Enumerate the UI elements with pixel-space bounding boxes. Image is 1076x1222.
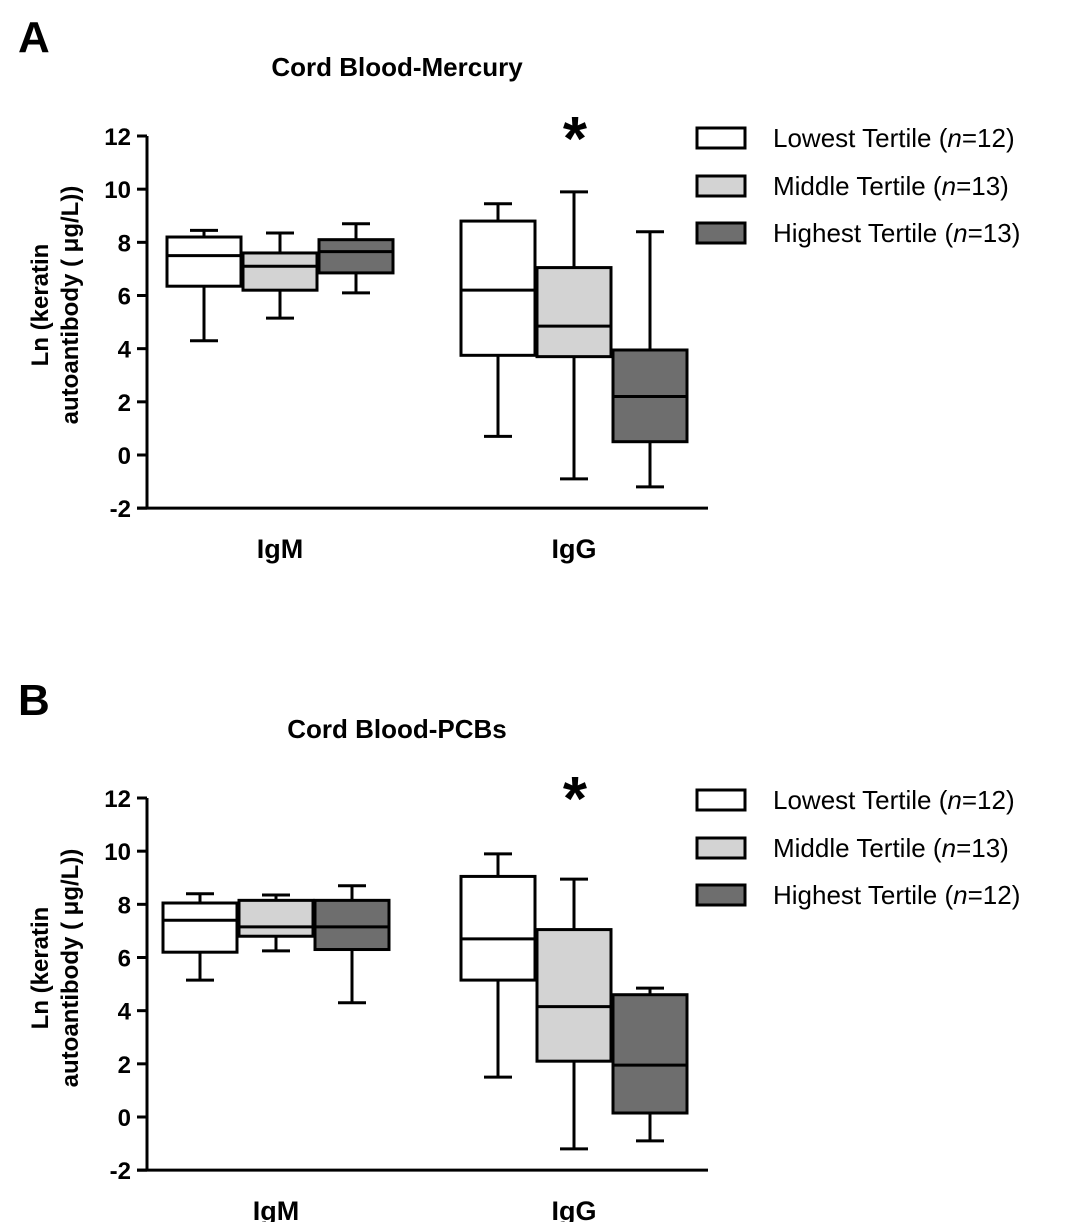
y-tick-label: 2 — [118, 1052, 131, 1079]
legend-label-n: n — [947, 123, 961, 153]
legend-item-lowest: Lowest Tertile (n=12) — [695, 123, 1015, 153]
category-label-IgG: IgG — [552, 1196, 597, 1222]
legend-label: Lowest Tertile (n=12) — [773, 123, 1015, 153]
legend-label-suffix: =13) — [956, 833, 1009, 863]
y-axis-label-line2: autoantibody ( μg/L)) — [57, 849, 84, 1088]
box-iqr — [237, 898, 315, 938]
legend-label: Highest Tertile (n=12) — [773, 880, 1020, 910]
legend-swatch — [695, 836, 747, 860]
y-tick-label: 10 — [104, 839, 131, 866]
y-tick-label: 0 — [118, 443, 131, 470]
y-tick-label: 4 — [118, 337, 132, 364]
y-tick-label: -2 — [110, 496, 131, 523]
box-lowest-IgG — [459, 202, 537, 438]
box-iqr — [317, 238, 395, 275]
legend-item-highest: Highest Tertile (n=12) — [695, 880, 1020, 910]
box-iqr — [535, 928, 613, 1063]
chart-title: Cord Blood-PCBs — [287, 714, 507, 744]
y-tick-label: 12 — [104, 786, 131, 813]
legend-label-n: n — [942, 171, 956, 201]
legend-label-suffix: =13) — [956, 171, 1009, 201]
significance-marker: * — [563, 765, 588, 834]
y-axis-label-line2: autoantibody ( μg/L)) — [57, 186, 84, 425]
box-lowest-IgM — [165, 228, 243, 343]
legend-swatch — [695, 126, 747, 150]
y-tick-label: -2 — [110, 1158, 131, 1185]
box-iqr — [165, 235, 243, 288]
legend-label-n: n — [953, 218, 967, 248]
y-tick-label: 6 — [118, 284, 131, 311]
category-label-IgM: IgM — [253, 1196, 300, 1222]
y-tick-label: 6 — [118, 946, 131, 973]
legend-label-prefix: Highest Tertile ( — [773, 880, 953, 910]
box-highest-IgG — [611, 986, 689, 1143]
y-tick-label: 4 — [118, 999, 132, 1026]
legend-label-n: n — [947, 785, 961, 815]
panel-label: B — [18, 676, 50, 725]
category-label-IgG: IgG — [552, 534, 597, 564]
legend-label-prefix: Lowest Tertile ( — [773, 785, 948, 815]
legend-item-highest: Highest Tertile (n=13) — [695, 218, 1020, 248]
legend-swatch — [695, 883, 747, 907]
box-lowest-IgG — [459, 852, 537, 1079]
legend-label-prefix: Lowest Tertile ( — [773, 123, 948, 153]
legend-item-lowest: Lowest Tertile (n=12) — [695, 785, 1015, 815]
y-tick-label: 8 — [118, 892, 131, 919]
legend-label-suffix: =12) — [962, 123, 1015, 153]
significance-marker: * — [563, 105, 588, 174]
box-iqr — [313, 898, 391, 952]
y-tick-label: 8 — [118, 230, 131, 257]
box-middle-IgM — [241, 231, 319, 320]
legend-label: Highest Tertile (n=13) — [773, 218, 1020, 248]
legend-item-middle: Middle Tertile (n=13) — [695, 833, 1009, 863]
y-axis-label-line1: Ln (keratin — [27, 907, 54, 1030]
legend-label-prefix: Middle Tertile ( — [773, 833, 942, 863]
legend-label: Middle Tertile (n=13) — [773, 171, 1009, 201]
box-iqr — [459, 874, 537, 982]
legend-label-suffix: =13) — [968, 218, 1021, 248]
box-lowest-IgM — [161, 892, 239, 982]
box-middle-IgG — [535, 190, 613, 481]
legend-item-middle: Middle Tertile (n=13) — [695, 171, 1009, 201]
box-middle-IgM — [237, 893, 315, 953]
legend-label-suffix: =12) — [962, 785, 1015, 815]
legend-label-prefix: Middle Tertile ( — [773, 171, 942, 201]
box-iqr — [535, 266, 613, 359]
panel-label: A — [18, 13, 50, 62]
panel-B: B Cord Blood-PCBs -2 0 2 4 6 8 10 12 Ln (keratin au… — [18, 676, 1020, 1222]
legend-label-suffix: =12) — [968, 880, 1021, 910]
legend-swatch — [695, 174, 747, 198]
box-iqr — [459, 219, 537, 357]
box-middle-IgG — [535, 877, 613, 1151]
panel-A: A Cord Blood-Mercury -2 0 2 4 6 8 10 12 Ln (kerati… — [18, 13, 1020, 564]
y-tick-label: 10 — [104, 177, 131, 204]
y-tick-label: 2 — [118, 390, 131, 417]
box-highest-IgM — [317, 222, 395, 295]
legend-swatch — [695, 221, 747, 245]
box-highest-IgM — [313, 884, 391, 1005]
legend-label-prefix: Highest Tertile ( — [773, 218, 953, 248]
chart-title: Cord Blood-Mercury — [271, 52, 523, 82]
legend-label: Lowest Tertile (n=12) — [773, 785, 1015, 815]
legend-label-n: n — [953, 880, 967, 910]
legend-label: Middle Tertile (n=13) — [773, 833, 1009, 863]
y-tick-label: 0 — [118, 1105, 131, 1132]
box-iqr — [611, 993, 689, 1115]
category-label-IgM: IgM — [257, 534, 304, 564]
legend-swatch — [695, 788, 747, 812]
y-tick-label: 12 — [104, 124, 131, 151]
box-iqr — [161, 901, 239, 954]
box-highest-IgG — [611, 230, 689, 489]
y-axis-label-line1: Ln (keratin — [27, 244, 54, 367]
legend-label-n: n — [942, 833, 956, 863]
box-iqr — [241, 251, 319, 292]
